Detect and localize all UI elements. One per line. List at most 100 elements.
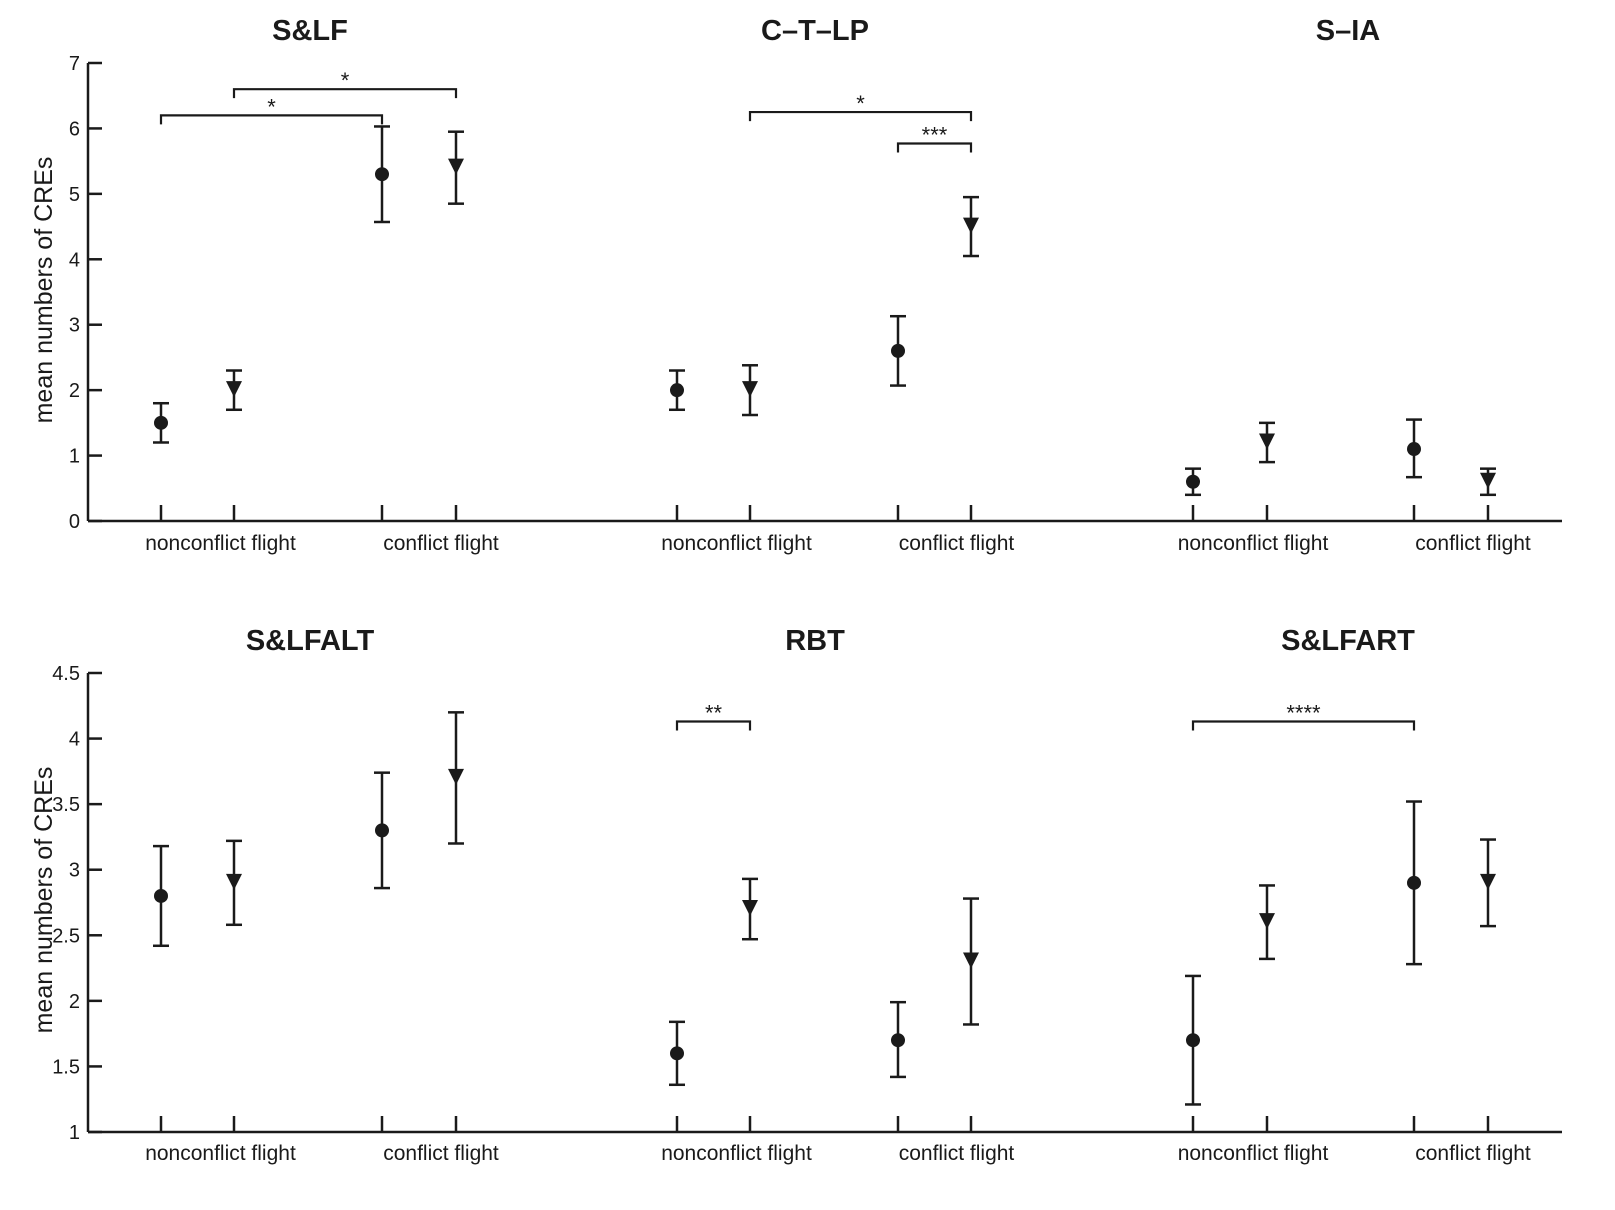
data-point: [1480, 467, 1496, 497]
y-tick-label: 3: [69, 315, 80, 337]
y-tick-label: 3: [69, 860, 80, 882]
significance-label: *: [267, 94, 276, 119]
panel-title: S&LFART: [1281, 625, 1415, 657]
category-label: nonconflict flight: [661, 532, 812, 555]
marker-triangle-down: [1259, 433, 1275, 450]
y-tick-label: 5: [69, 184, 80, 206]
marker-triangle-down: [963, 952, 979, 969]
category-label: conflict flight: [899, 1142, 1015, 1165]
marker-circle: [670, 1046, 684, 1061]
data-point: [153, 844, 169, 948]
marker-triangle-down: [1480, 472, 1496, 489]
marker-circle: [1407, 875, 1421, 890]
y-tick-label: 0: [69, 511, 80, 533]
panel-s-lf: S&LF nonconflict flight conflict flight * *: [145, 15, 499, 555]
data-point: [890, 314, 906, 387]
marker-circle: [891, 343, 905, 358]
category-label: nonconflict flight: [145, 532, 296, 555]
data-point: [1406, 800, 1422, 966]
marker-triangle-down: [1259, 913, 1275, 930]
y-tick-label: 1.5: [52, 1056, 80, 1078]
marker-circle: [154, 415, 168, 430]
data-point: [963, 897, 979, 1026]
category-label: nonconflict flight: [145, 1142, 296, 1165]
marker-triangle-down: [226, 873, 242, 890]
panel-c-t-lp: C–T–LP nonconflict flight conflict flight *…: [661, 15, 1014, 555]
data-point: [669, 369, 685, 412]
significance-label: *: [341, 68, 350, 93]
y-tick-label: 6: [69, 118, 80, 140]
category-label: nonconflict flight: [1178, 1142, 1329, 1165]
significance-bracket: *: [232, 68, 458, 99]
category-label: conflict flight: [1415, 532, 1531, 555]
panel-title: S&LF: [272, 15, 348, 47]
y-tick-label: 1: [69, 446, 80, 468]
marker-triangle-down: [448, 768, 464, 785]
category-label: nonconflict flight: [661, 1142, 812, 1165]
y-tick-label: 3.5: [52, 794, 80, 816]
y-tick-label: 2.5: [52, 925, 80, 947]
significance-label: ****: [1286, 701, 1321, 726]
significance-label: **: [705, 701, 723, 726]
panel-rbt: RBT nonconflict flight conflict flight **: [661, 625, 1014, 1165]
bracket-line: [1191, 720, 1416, 731]
data-point: [1259, 884, 1275, 961]
category-label: nonconflict flight: [1178, 532, 1329, 555]
category-label: conflict flight: [383, 532, 499, 555]
data-point: [1185, 974, 1201, 1106]
chart-row-top: 0 1 2 3 4 5 6 7 mean numbers of CREs S&LF nonconfl…: [30, 15, 1562, 555]
y-axis-label: mean numbers of CREs: [30, 157, 58, 424]
data-point: [374, 125, 390, 224]
data-point: [153, 401, 169, 444]
marker-triangle-down: [742, 900, 758, 917]
marker-triangle-down: [1480, 873, 1496, 890]
marker-circle: [1407, 442, 1421, 457]
data-point: [448, 711, 464, 845]
category-label: conflict flight: [383, 1142, 499, 1165]
y-tick-label: 4: [69, 729, 80, 751]
marker-triangle-down: [448, 158, 464, 175]
marker-triangle-down: [742, 381, 758, 398]
data-point: [963, 195, 979, 258]
y-tick-label: 4.5: [52, 663, 80, 685]
data-point: [226, 369, 242, 412]
bracket-line: [748, 110, 973, 122]
category-label: conflict flight: [1415, 1142, 1531, 1165]
data-point: [1185, 467, 1201, 497]
panel-title: S&LFALT: [246, 625, 375, 657]
y-tick-label: 1: [69, 1122, 80, 1144]
marker-circle: [375, 823, 389, 838]
marker-circle: [891, 1033, 905, 1048]
marker-triangle-down: [963, 217, 979, 234]
bracket-line: [675, 720, 752, 731]
data-point: [226, 839, 242, 927]
y-tick-label: 2: [69, 380, 80, 402]
bracket-line: [896, 142, 973, 153]
marker-circle: [1186, 1033, 1200, 1048]
marker-circle: [375, 167, 389, 182]
marker-circle: [154, 888, 168, 903]
significance-bracket: ***: [896, 122, 973, 153]
panel-s-lfalt: S&LFALT nonconflict flight conflict flight: [145, 625, 499, 1165]
y-tick-label: 7: [69, 53, 80, 75]
chart-row-bottom: 1 1.5 2 2.5 3 3.5 4 4.5 mean numbers of CREs S&LF…: [30, 625, 1562, 1165]
y-axis-label: mean numbers of CREs: [30, 767, 58, 1034]
data-point: [1480, 838, 1496, 928]
category-label: conflict flight: [899, 532, 1015, 555]
data-point: [1406, 418, 1422, 479]
panel-title: C–T–LP: [761, 15, 869, 47]
significance-bracket: ****: [1191, 701, 1416, 731]
marker-circle: [1186, 474, 1200, 489]
data-point: [742, 364, 758, 417]
data-point: [374, 771, 390, 890]
significance-label: *: [856, 91, 865, 116]
data-point: [742, 877, 758, 941]
panel-s-ia: S–IA nonconflict flight conflict flight: [1178, 15, 1531, 555]
y-tick-label: 2: [69, 991, 80, 1013]
data-point: [1259, 421, 1275, 464]
significance-label: ***: [922, 122, 948, 147]
bracket-line: [232, 88, 458, 99]
data-point: [448, 130, 464, 205]
panel-title: RBT: [785, 625, 845, 657]
